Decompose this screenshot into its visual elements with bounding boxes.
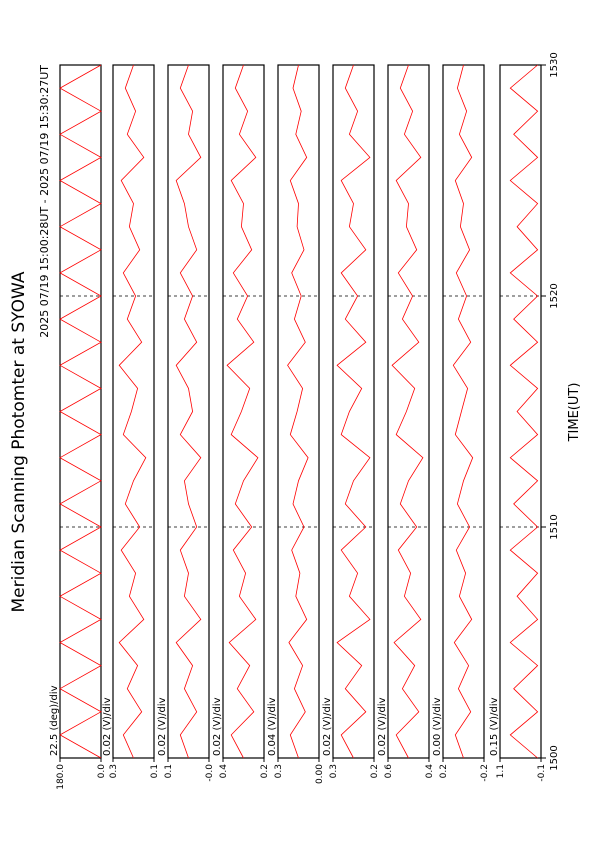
panel-scale-label: 0.02 (V)/div xyxy=(377,697,388,756)
trace xyxy=(452,64,474,759)
panel-scale-label: 0.02 (V)/div xyxy=(322,697,333,756)
panel-scale-label: 0.02 (V)/div xyxy=(157,697,168,756)
y-tick-label: 180.0 xyxy=(56,764,66,790)
y-tick-label: -0.2 xyxy=(480,764,490,782)
y-tick-label: 0.6 xyxy=(384,764,394,779)
x-tick-label: 1530 xyxy=(549,52,560,77)
y-tick-label: 0.2 xyxy=(370,764,380,778)
trace xyxy=(509,64,539,759)
trace xyxy=(118,64,147,759)
panel-scale-label: 0.02 (V)/div xyxy=(212,697,223,756)
x-tick-label: 1500 xyxy=(549,745,560,770)
y-tick-label: 0.2 xyxy=(439,764,449,778)
trace xyxy=(287,64,309,759)
x-tick-label: 1510 xyxy=(549,514,560,539)
panel-scale-label: 22.5 (deg)/div xyxy=(49,685,60,756)
x-tick-label: 1520 xyxy=(549,283,560,308)
y-tick-label: 0.3 xyxy=(274,764,284,778)
y-tick-label: 0.1 xyxy=(164,764,174,778)
y-tick-label: 0.2 xyxy=(260,764,270,778)
panel-scale-label: 0.04 (V)/div xyxy=(267,697,278,756)
trace xyxy=(59,64,102,759)
trace xyxy=(175,64,202,759)
y-tick-label: 0.4 xyxy=(219,764,229,779)
y-tick-label: -0.0 xyxy=(205,764,215,782)
panel-frame xyxy=(332,64,375,759)
x-axis-label: TIME(UT) xyxy=(567,383,582,443)
y-tick-label: 0.0 xyxy=(97,764,107,779)
panel-frame xyxy=(112,64,155,759)
panel-scale-label: 0.15 (V)/div xyxy=(489,697,500,756)
y-tick-label: 0.1 xyxy=(150,764,160,778)
y-tick-label: -0.1 xyxy=(537,764,547,782)
y-tick-label: 0.4 xyxy=(425,764,435,779)
panel-frame xyxy=(499,64,542,759)
panel-scale-label: 0.02 (V)/div xyxy=(102,697,113,756)
trace xyxy=(391,64,424,759)
panel-scale-label: 0.00 (V)/div xyxy=(432,697,443,756)
trace xyxy=(226,64,259,759)
y-tick-label: 0.3 xyxy=(329,764,339,778)
y-tick-label: 1.1 xyxy=(496,764,506,778)
chart-title: Meridian Scanning Photomter at SYOWA xyxy=(9,271,29,612)
y-tick-label: 0.3 xyxy=(109,764,119,778)
trace xyxy=(336,64,371,759)
y-tick-label: 0.00 xyxy=(315,764,325,784)
chart-subtitle: 2025 07/19 15:00:28UT - 2025 07/19 15:30… xyxy=(38,65,51,338)
